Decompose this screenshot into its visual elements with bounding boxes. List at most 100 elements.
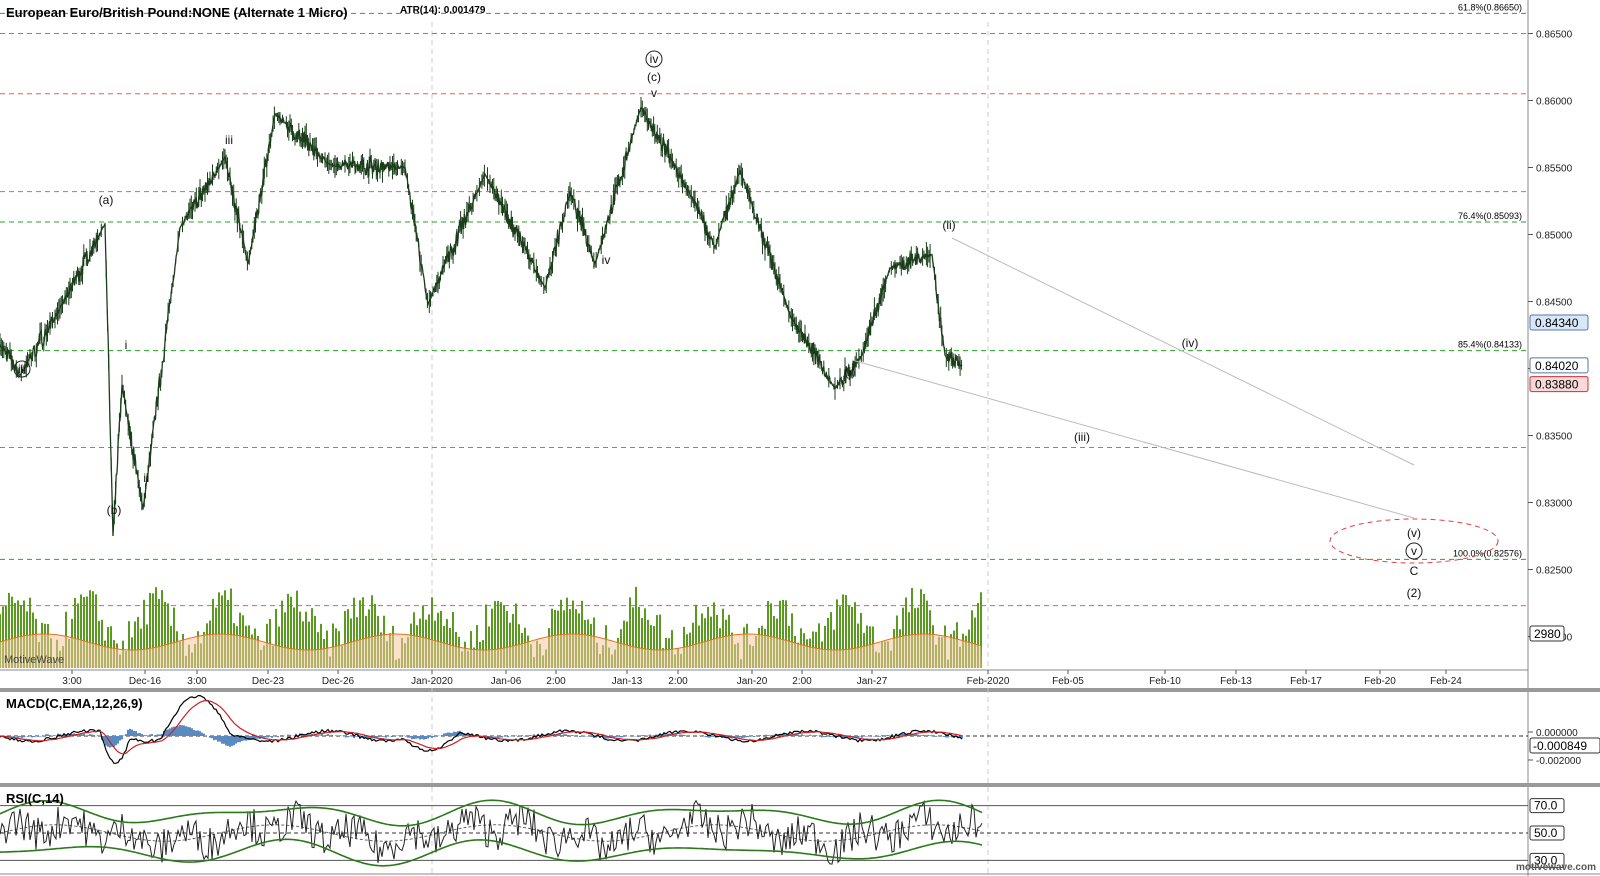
time-tick-label: Feb-20: [1364, 676, 1396, 687]
time-tick-label: 3:00: [62, 676, 82, 687]
wave-label-ii: ii: [143, 471, 148, 485]
time-tick-label: Dec-26: [322, 676, 355, 687]
macd-signal-line: [0, 700, 963, 755]
time-tick-label: 3:00: [187, 676, 207, 687]
price-tag-label: 0.84340: [1535, 316, 1579, 330]
time-tick-label: Feb-24: [1430, 676, 1462, 687]
wave-iii-circle: [13, 360, 31, 378]
wave-label-C: C: [1410, 564, 1419, 578]
fib-level-label: 100.0%(0.82576): [1453, 548, 1522, 558]
price-tick-label: 0.83000: [1536, 499, 1573, 510]
time-tick-label: Feb-13: [1220, 676, 1252, 687]
fib-level-label: 61.8%(0.86650): [1458, 2, 1522, 12]
time-tick-label: Feb-10: [1149, 676, 1181, 687]
price-tag-box: [1529, 314, 1589, 331]
macd-line: [0, 694, 963, 765]
time-tick-label: Jan-13: [612, 676, 643, 687]
trendline-upper: [951, 237, 1415, 466]
time-tick-label: Jan-2020: [411, 676, 453, 687]
wave-label-iv: iv: [602, 253, 611, 267]
rsi-tick-label: 50.0: [1534, 826, 1558, 840]
price-series: [0, 97, 963, 537]
rsi-pane: 70.0 50.0 30.0: [0, 798, 1565, 868]
time-tick-label: Feb-2020: [967, 676, 1010, 687]
volume-tag-label: 2980: [1534, 627, 1561, 641]
macd-value-box: [1529, 737, 1600, 754]
wave-v-circle: [1405, 542, 1423, 560]
rsi-title: RSI(C,14): [6, 791, 64, 806]
volume-histogram: [0, 586, 982, 668]
price-line: [0, 105, 963, 537]
rsi-tick-label: 30.0: [1534, 853, 1558, 867]
time-tick-label: Feb-17: [1290, 676, 1322, 687]
wave-label-v-small: v: [651, 86, 657, 100]
wave-label-paren-iii: (iii): [1074, 430, 1090, 444]
footer-brand: motivewave.com: [1516, 862, 1596, 873]
wave-label-v-circled: v: [1411, 544, 1417, 558]
wave-label-paren-i: (i): [845, 365, 856, 379]
trendlines: [851, 237, 1415, 519]
macd-title: MACD(C,EMA,12,26,9): [6, 696, 143, 711]
rsi-lower-band: [0, 838, 983, 867]
rsi-tick-label: 70.0: [1534, 799, 1558, 813]
macd-pane: 0.000000 -0.002000 -0.000849: [0, 694, 1600, 767]
wave-label-iii: iii: [225, 133, 233, 147]
trendline-lower: [851, 359, 1415, 519]
price-tick-label: 0.84500: [1536, 298, 1573, 309]
price-tag-box: [1529, 357, 1589, 374]
macd-tick-label: -0.002000: [1536, 756, 1581, 767]
wave-label-i: i: [125, 338, 128, 352]
wave-label-paren-iv: (iv): [1182, 336, 1199, 350]
macd-value-label: -0.000849: [1533, 739, 1587, 753]
time-tick-label: Jan-27: [857, 676, 888, 687]
wave-label-paren-v: (v): [1407, 526, 1421, 540]
chart-title: European Euro/British Pound:NONE (Altern…: [6, 5, 348, 20]
wave-label-iv-circled: iv: [650, 52, 659, 66]
macd-tick-label: 0.000000: [1536, 728, 1578, 739]
wave-label-iii-circled: iii: [18, 362, 26, 376]
rsi-upper-band: [0, 799, 983, 827]
rsi-line: [0, 799, 983, 865]
rsi-tick-box: [1529, 825, 1565, 841]
time-tick-label: Feb-05: [1052, 676, 1084, 687]
volume-tag-box: [1529, 625, 1565, 642]
rsi-tick-box: [1529, 798, 1565, 814]
price-tick-label: 0.85500: [1536, 164, 1573, 175]
price-tick-label: 0.86000: [1536, 97, 1573, 108]
volume-average-line: [0, 633, 982, 651]
fib-level-label: 76.4%(0.85093): [1458, 211, 1522, 221]
time-tick-label: Jan-20: [737, 676, 768, 687]
time-tick-label: 2:00: [668, 676, 688, 687]
atr-readout: ATR(14): 0.001479: [400, 5, 486, 16]
time-tick-label: Dec-23: [252, 676, 285, 687]
motivewave-watermark: MotiveWave: [4, 654, 64, 666]
price-axis: 0.820000.825000.830000.835000.840000.845…: [1528, 30, 1589, 644]
price-tag-label: 0.83880: [1535, 378, 1579, 392]
time-tick-label: 2:00: [792, 676, 812, 687]
time-axis: 3:00 Dec-16 3:00 Dec-23 Dec-26 Jan-2020 Jan-06…: [62, 670, 1462, 687]
price-tick-label: 0.82500: [1536, 566, 1573, 577]
wave-label-paren-ii: (ii): [942, 218, 955, 232]
wave-label-b: (b): [107, 503, 122, 517]
wave-label-a: (a): [99, 193, 114, 207]
fib-level-label: 85.4%(0.84133): [1458, 340, 1522, 350]
price-tick-label: 0.85000: [1536, 231, 1573, 242]
target-zone-ellipse: [1329, 518, 1499, 564]
wave-label-2: (2): [1407, 586, 1422, 600]
pane-divider-rsi: [0, 783, 1600, 787]
pane-divider-macd: [0, 688, 1600, 692]
wave-iv-circle: [645, 50, 663, 68]
wave-labels: iii (a) (b) i ii iii iv iv (c) v (i) (ii…: [13, 50, 1499, 600]
price-tick-label: 0.86500: [1536, 30, 1573, 41]
time-tick-label: Jan-06: [491, 676, 522, 687]
price-tag-box: [1529, 376, 1589, 393]
price-tick-label: 0.83500: [1536, 432, 1573, 443]
time-tick-label: 2:00: [546, 676, 566, 687]
wave-label-c: (c): [647, 70, 661, 84]
time-tick-label: Dec-16: [129, 676, 162, 687]
price-tag-label: 0.84020: [1535, 359, 1579, 373]
rsi-tick-box: [1529, 852, 1565, 868]
volume-average-area: [0, 634, 982, 668]
